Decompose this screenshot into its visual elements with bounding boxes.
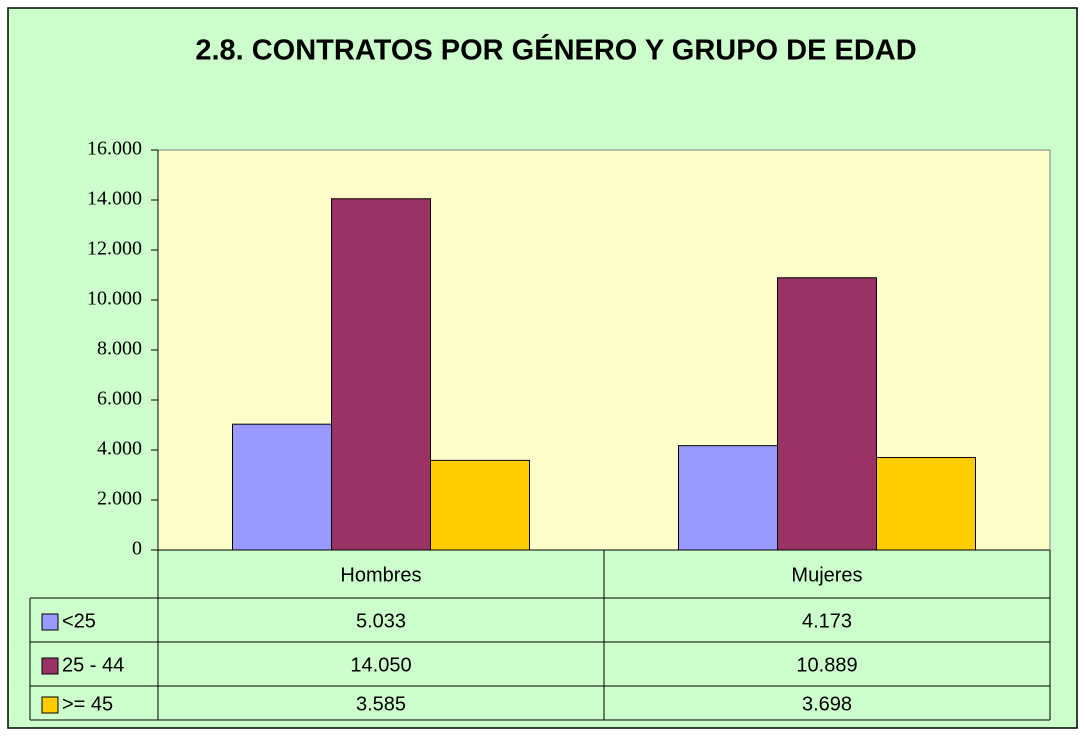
bar xyxy=(777,277,877,551)
y-tick-label: 4.000 xyxy=(97,438,142,460)
data-label: 10.889 xyxy=(796,654,857,676)
bar xyxy=(331,198,431,551)
legend-label: >= 45 xyxy=(62,693,113,715)
legend-label: <25 xyxy=(62,610,96,632)
y-tick-label: 0 xyxy=(132,538,142,560)
y-tick-label: 10.000 xyxy=(87,288,142,310)
y-tick-label: 2.000 xyxy=(97,488,142,510)
x-tick-label: Hombres xyxy=(340,564,421,586)
legend-key xyxy=(41,613,59,631)
legend-label: 25 - 44 xyxy=(62,654,124,676)
bar xyxy=(430,459,530,551)
bar xyxy=(678,445,778,551)
legend-key xyxy=(41,657,59,675)
y-tick-label: 6.000 xyxy=(97,388,142,410)
data-label: 14.050 xyxy=(350,654,411,676)
bar xyxy=(232,423,332,551)
chart-title: 2.8. CONTRATOS POR GÉNERO Y GRUPO DE EDA… xyxy=(195,33,916,67)
data-label: 5.033 xyxy=(356,610,406,632)
data-label: 4.173 xyxy=(802,610,852,632)
y-tick-label: 14.000 xyxy=(87,188,142,210)
x-tick-label: Mujeres xyxy=(791,564,862,586)
bar xyxy=(876,457,976,551)
y-tick-label: 16.000 xyxy=(87,138,142,160)
y-tick-label: 8.000 xyxy=(97,338,142,360)
data-label: 3.698 xyxy=(802,693,852,715)
y-tick-label: 12.000 xyxy=(87,238,142,260)
data-label: 3.585 xyxy=(356,693,406,715)
legend-key xyxy=(41,696,59,714)
